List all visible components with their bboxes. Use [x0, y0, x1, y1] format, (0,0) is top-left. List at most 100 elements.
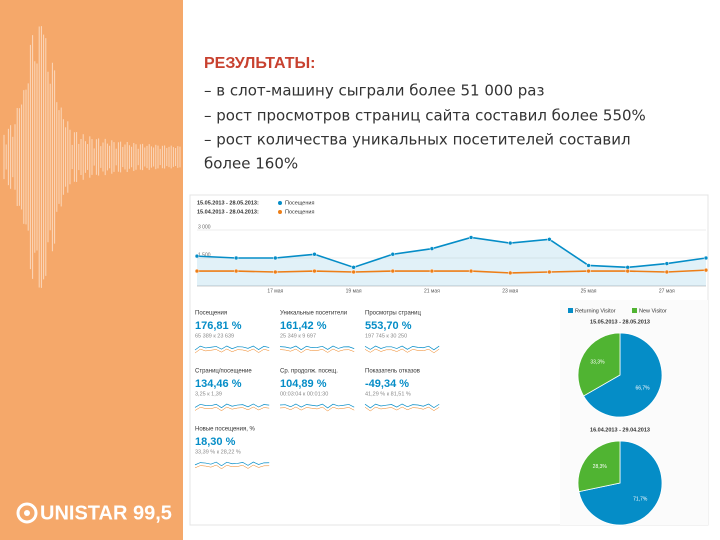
tile-label: Уникальные посетители — [280, 311, 347, 317]
legend-swatch — [278, 201, 282, 205]
legend-date: 15.05.2013 - 28.05.2013: — [197, 200, 259, 206]
logo-icon — [16, 502, 38, 524]
legend-swatch — [278, 210, 282, 214]
body-line: – в слот-машину сыграли более 51 000 раз — [204, 82, 544, 100]
pie-title: 15.05.2013 - 28.05.2013 — [590, 319, 650, 325]
tile-value: 18,30 % — [195, 436, 236, 448]
line-point — [233, 255, 239, 261]
line-point — [625, 265, 630, 270]
tile-label: Новые посещения, % — [195, 427, 256, 433]
line-area — [197, 237, 706, 286]
legend-swatch — [568, 308, 573, 313]
line-point — [233, 268, 239, 274]
line-point — [507, 270, 513, 276]
x-tick-label: 27 мая — [659, 288, 675, 294]
pie-label: 66,7% — [635, 385, 650, 391]
line-point — [547, 269, 552, 275]
y-tick-label: 1 500 — [198, 252, 211, 258]
line-point — [703, 255, 709, 261]
x-tick-label: 21 мая — [424, 288, 440, 294]
line-point — [312, 268, 317, 274]
line-point — [429, 268, 435, 274]
tile-label: Просмотры страниц — [365, 311, 421, 317]
body-line: более 160% — [204, 155, 298, 173]
pie-label: 28,3% — [593, 464, 608, 470]
line-series — [196, 236, 707, 269]
line-point — [390, 252, 396, 257]
line-point — [273, 269, 278, 275]
sparkline — [364, 403, 440, 409]
tile-value: 553,70 % — [365, 320, 412, 332]
sparkline — [279, 403, 355, 409]
line-point — [194, 268, 200, 274]
sparkline — [279, 406, 355, 412]
line-point — [194, 253, 200, 259]
x-tick-label: 25 мая — [581, 288, 597, 294]
legend-label: New Visitor — [639, 308, 667, 314]
pie-label: 33,3% — [590, 359, 605, 365]
legend-swatch — [632, 308, 637, 313]
y-tick-label: 3 000 — [198, 224, 211, 230]
sparkline — [194, 406, 270, 411]
sparkline — [364, 345, 440, 351]
pie-slice — [578, 440, 663, 526]
logo-text: UNISTAR 99,5 — [40, 502, 172, 524]
tile-detail: 00:03:04 к 00:01:30 — [280, 391, 328, 397]
tile-detail: 25 349 к 9 697 — [280, 333, 316, 339]
line-point — [468, 268, 474, 274]
tile-detail: 3,25 к 1,39 — [195, 391, 222, 397]
tile-detail: 41,29 % к 81,51 % — [365, 391, 411, 397]
x-tick-label: 23 мая — [502, 288, 518, 294]
legend-label: Посещения — [285, 209, 314, 215]
logo: UNISTAR 99,5 — [16, 502, 172, 524]
tile-label: Страниц/посещение — [195, 369, 252, 375]
tile-value: 161,42 % — [280, 320, 327, 332]
tile-detail: 197 745 к 30 250 — [365, 333, 407, 339]
sparkline — [194, 464, 270, 470]
sparkline — [194, 403, 270, 409]
sparkline — [364, 406, 440, 412]
line-point — [586, 268, 591, 274]
line-point — [312, 252, 317, 257]
tile-value: 104,89 % — [280, 378, 327, 390]
line-point — [586, 263, 591, 268]
line-point — [468, 235, 474, 240]
sparkline — [279, 348, 355, 353]
tile-label: Показатель отказов — [365, 369, 420, 375]
tile-detail: 33,39 % к 28,22 % — [195, 449, 241, 455]
line-point — [390, 268, 396, 274]
line-point — [664, 269, 670, 275]
logo-icon — [24, 510, 30, 516]
body-line: – рост количества уникальных посетителей… — [204, 131, 631, 149]
tile-value: 134,46 % — [195, 378, 242, 390]
line-point — [429, 246, 435, 251]
pie-slice — [577, 440, 621, 493]
line-point — [351, 269, 356, 275]
line-point — [703, 267, 709, 273]
legend-label: Посещения — [285, 200, 314, 206]
tile-value: 176,81 % — [195, 320, 242, 332]
x-tick-label: 19 мая — [346, 288, 362, 294]
line-point — [273, 255, 278, 261]
sparkline — [194, 461, 270, 467]
sparkline — [279, 345, 355, 351]
line-point — [351, 265, 356, 270]
line-point — [625, 268, 630, 274]
pie-label: 71,7% — [633, 497, 648, 503]
tile-label: Ср. продолж. посещ. — [280, 369, 338, 375]
sparkline — [194, 348, 270, 354]
body-line: – рост просмотров страниц сайта составил… — [204, 107, 646, 125]
legend-date: 15.04.2013 - 28.04.2013: — [197, 209, 259, 215]
line-point — [507, 240, 513, 246]
sparkline — [194, 345, 270, 351]
sound-wave — [3, 26, 181, 288]
slide-title: РЕЗУЛЬТАТЫ: — [204, 55, 316, 72]
pie-title: 16.04.2013 - 29.04.2013 — [590, 427, 650, 433]
line-point — [547, 237, 552, 242]
pie-slice — [577, 332, 621, 397]
sparkline — [364, 348, 440, 354]
side-panel — [0, 0, 183, 540]
tile-detail: 65 389 к 23 639 — [195, 333, 234, 339]
x-tick-label: 17 мая — [267, 288, 283, 294]
